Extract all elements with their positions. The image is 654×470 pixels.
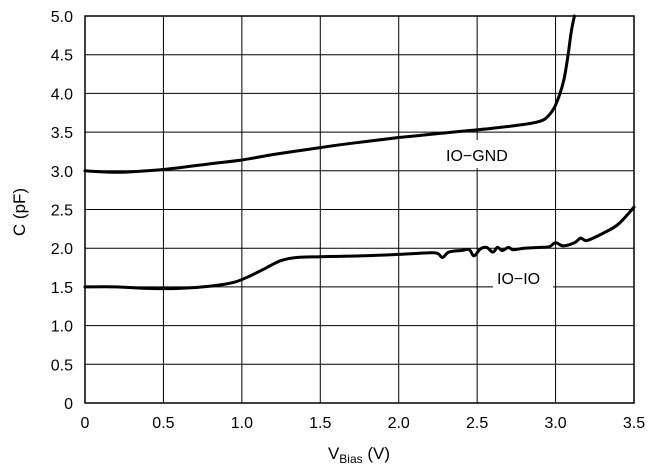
y-tick-labels: 0 0.5 1.0 1.5 2.0 2.5 3.0 3.5 4.0 4.5 5.0 xyxy=(51,9,73,413)
series-layer xyxy=(83,14,636,291)
y-tick-label: 4.5 xyxy=(51,48,73,65)
series-label-box-io-gnd xyxy=(440,140,552,168)
x-tick-label: 0.5 xyxy=(152,415,174,432)
x-axis-label: VBias (V) xyxy=(328,444,390,466)
y-tick-label: 0 xyxy=(64,396,73,413)
y-tick-label: 2.0 xyxy=(51,241,73,258)
series-label-box-io-io xyxy=(493,263,553,290)
x-tick-label: 2.0 xyxy=(388,415,410,432)
y-tick-label: 1.5 xyxy=(51,280,73,297)
y-tick-label: 1.0 xyxy=(51,319,73,336)
x-tick-label: 2.5 xyxy=(466,415,488,432)
x-tick-label: 3.5 xyxy=(623,415,645,432)
y-tick-label: 3.5 xyxy=(51,125,73,142)
grid xyxy=(85,16,634,403)
x-tick-labels: 0 0.5 1.0 1.5 2.0 2.5 3.0 3.5 xyxy=(81,415,646,432)
x-axis-label-sub: Bias xyxy=(339,452,362,466)
x-axis-label-main: V xyxy=(328,444,340,463)
plot-frame xyxy=(84,15,635,404)
x-axis-label-suffix: (V) xyxy=(363,444,390,463)
x-tick-label: 1.0 xyxy=(231,415,253,432)
y-axis-label: C (pF) xyxy=(10,188,29,236)
y-tick-label: 3.0 xyxy=(51,164,73,181)
series-label-io-gnd: IO−GND xyxy=(446,148,508,165)
x-tick-label: 0 xyxy=(81,415,90,432)
y-tick-label: 4.0 xyxy=(51,86,73,103)
y-tick-label: 2.5 xyxy=(51,203,73,220)
series-line-io-gnd xyxy=(83,14,576,174)
x-tick-label: 1.5 xyxy=(309,415,331,432)
x-tick-label: 3.0 xyxy=(544,415,566,432)
series-line-io-io xyxy=(83,205,636,291)
y-tick-label: 5.0 xyxy=(51,9,73,26)
y-tick-label: 0.5 xyxy=(51,357,73,374)
series-labels: IO−GND IO−IO xyxy=(440,140,553,290)
series-label-io-io: IO−IO xyxy=(497,271,540,288)
